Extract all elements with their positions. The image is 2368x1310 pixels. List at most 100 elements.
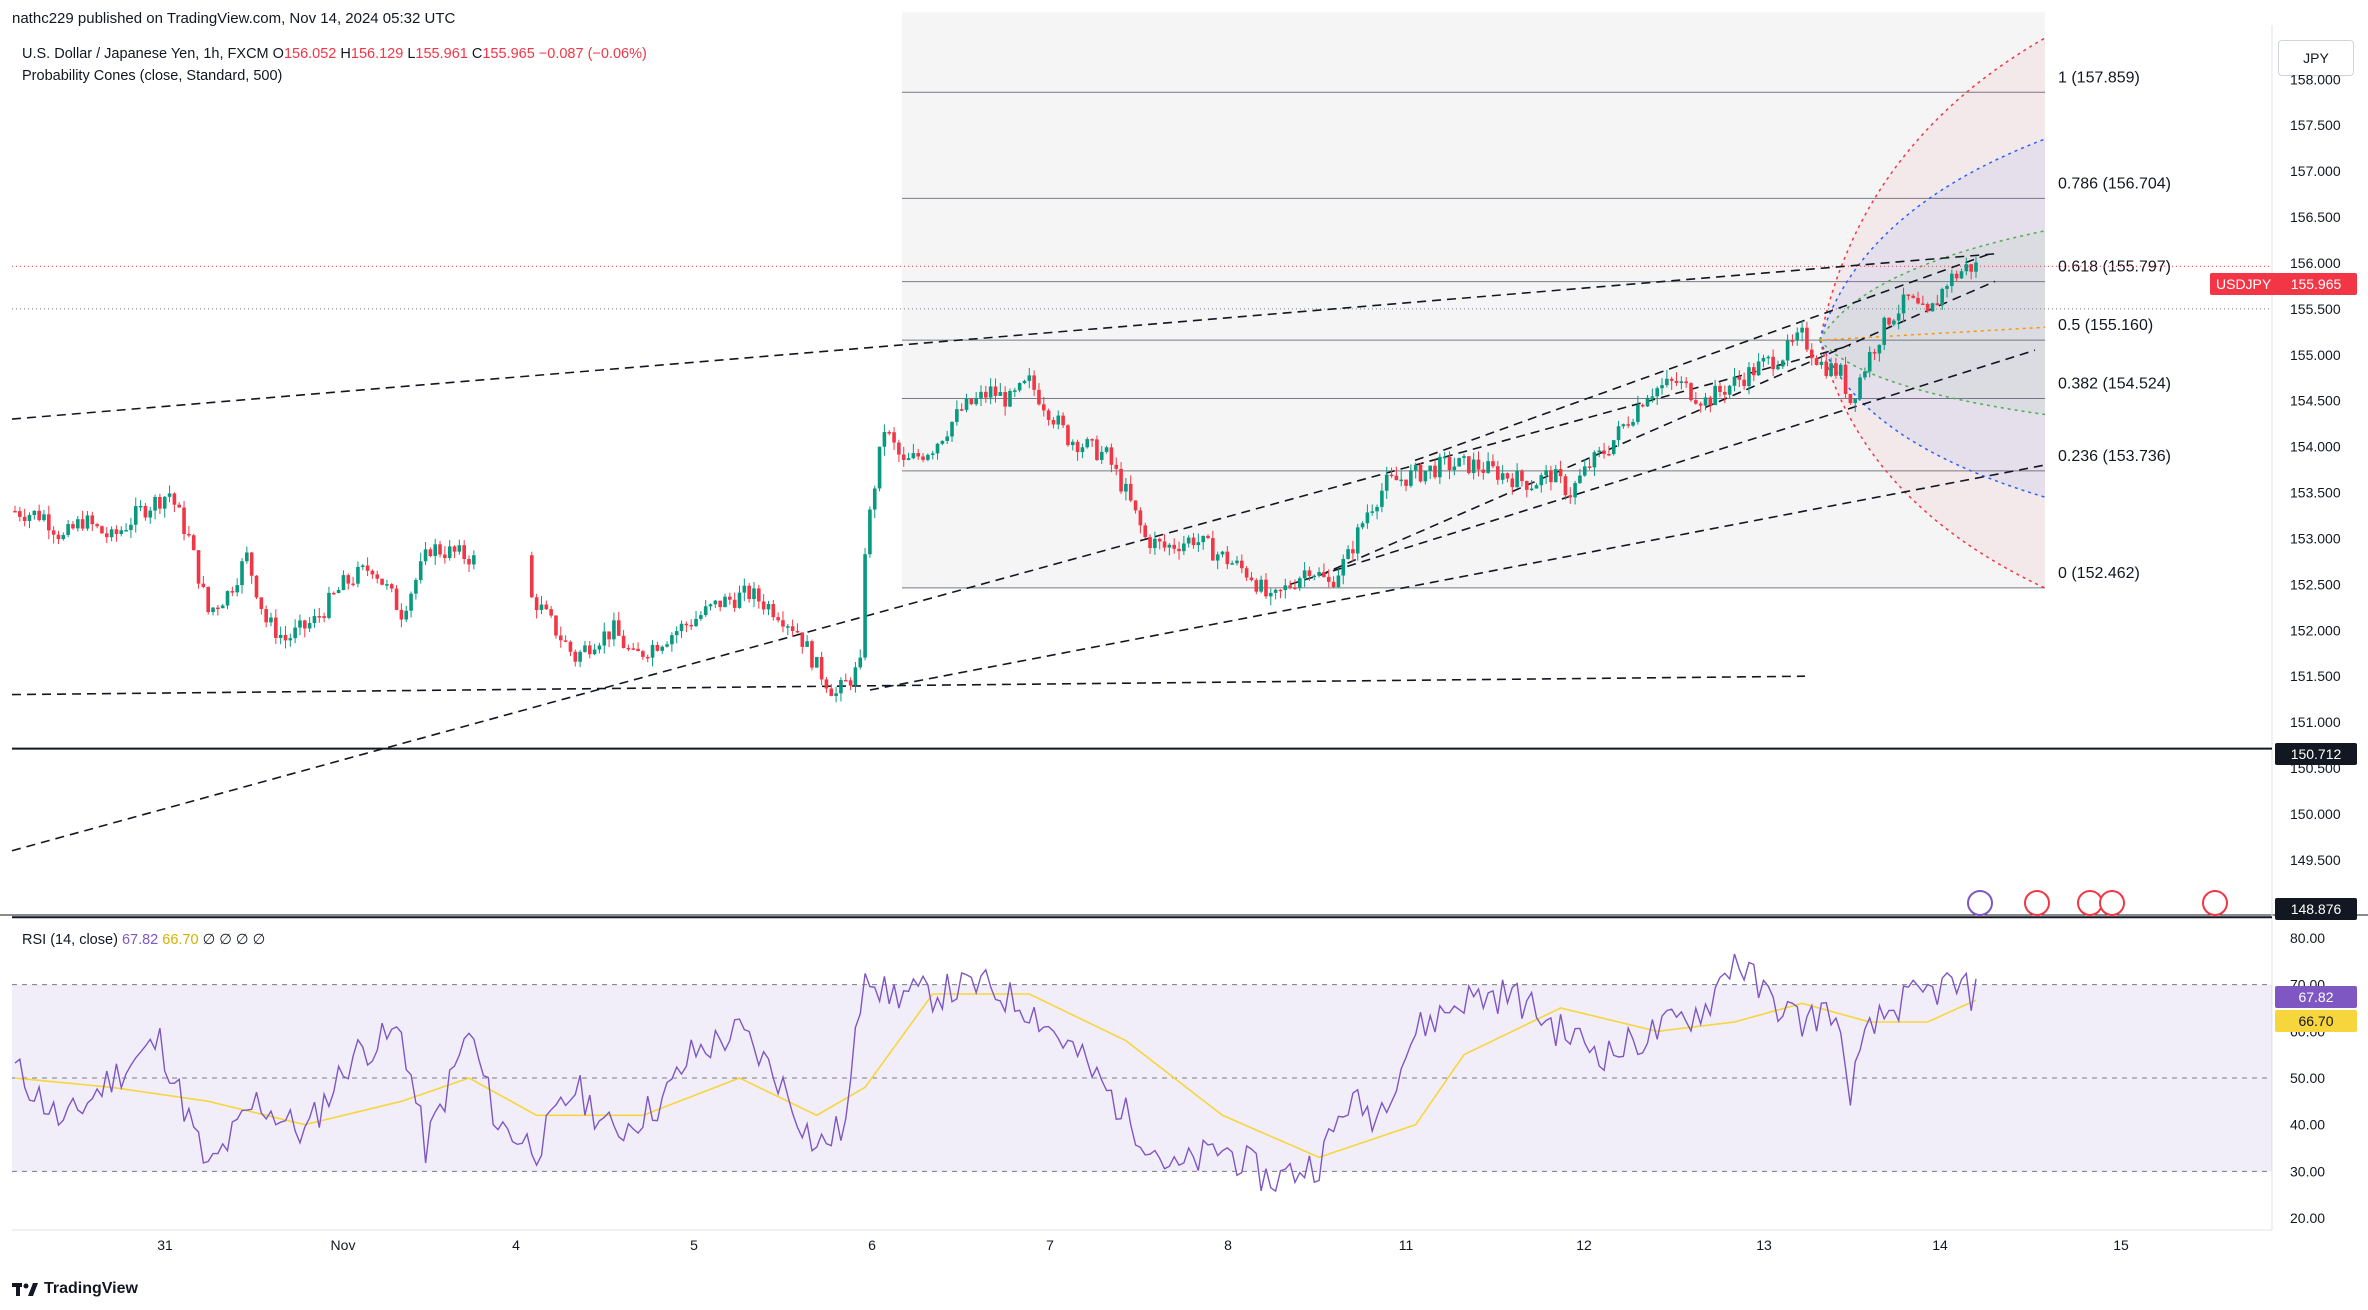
candle-body <box>1872 352 1877 354</box>
candle-body <box>1621 424 1626 427</box>
probability-cone-lower <box>1819 339 2046 416</box>
candle-body <box>1539 475 1544 486</box>
rsi-tick-label: 50.00 <box>2290 1070 2325 1086</box>
candle-body <box>414 579 418 594</box>
price-tick-label: 152.500 <box>2290 576 2341 592</box>
candle-body <box>404 610 409 620</box>
candle-body <box>950 421 954 437</box>
candle-body <box>447 546 452 558</box>
candle-body <box>312 616 317 624</box>
candle-body <box>1578 475 1582 484</box>
candle-body <box>1824 361 1829 376</box>
candle-body <box>563 640 568 642</box>
candle-body <box>814 656 819 668</box>
price-tick-label: 155.500 <box>2290 301 2341 317</box>
ohlc-open-label: O <box>272 46 284 62</box>
fib-level-label: 0.236 (153.736) <box>2058 448 2171 465</box>
candle-body <box>418 561 423 580</box>
candle-body <box>409 593 413 611</box>
candle-body <box>1452 466 1457 471</box>
us-flag-event-icon <box>2077 890 2103 916</box>
candle-body <box>235 585 239 593</box>
candle-body <box>443 554 447 558</box>
candle-body <box>781 620 785 627</box>
currency-button[interactable]: JPY <box>2278 40 2354 76</box>
symbol-tag: USDJPY <box>2210 273 2278 295</box>
candle-body <box>1191 537 1196 546</box>
candle-body <box>341 575 346 590</box>
candle-body <box>1655 388 1659 397</box>
candle-body <box>776 617 780 621</box>
candle-body <box>1041 404 1046 411</box>
candle-body <box>534 597 539 611</box>
price-tick-label: 155.000 <box>2290 347 2341 363</box>
level-tag-148876: 148.876 <box>2275 898 2357 920</box>
candle-body <box>1196 542 1201 546</box>
candle-body <box>1471 459 1476 474</box>
candle-body <box>385 584 389 586</box>
rsi-tick-label: 40.00 <box>2290 1117 2325 1133</box>
candle-body <box>452 546 457 552</box>
candle-body <box>1723 391 1727 395</box>
candle-body <box>1520 470 1524 482</box>
event-icon <box>2099 890 2125 916</box>
price-tick-label: 153.000 <box>2290 530 2341 546</box>
candle-body <box>433 544 438 557</box>
candle-body <box>56 534 61 540</box>
candle-body <box>1394 475 1399 481</box>
time-tick-label: 11 <box>1399 1237 1414 1253</box>
candle-body <box>365 565 370 571</box>
trend-line <box>1414 253 1991 462</box>
footer-brand: TradingView <box>12 1280 138 1298</box>
candle-body <box>916 453 921 457</box>
candle-body <box>1916 297 1920 304</box>
candle-body <box>737 592 742 608</box>
candle-body <box>998 391 1003 396</box>
candle-body <box>684 623 689 626</box>
candle-body <box>1906 294 1911 296</box>
candle-body <box>162 496 167 509</box>
candle-body <box>1515 470 1519 488</box>
candle-body <box>1925 304 1930 312</box>
candle-body <box>689 624 693 627</box>
candle-body <box>1959 271 1964 279</box>
candle-body <box>1809 349 1814 359</box>
candle-body <box>1549 470 1553 483</box>
candle-body <box>612 620 616 640</box>
rsi-ma-value: 66.70 <box>162 932 199 948</box>
candle-body <box>240 561 244 586</box>
candle-body <box>805 641 809 647</box>
candle-body <box>1148 537 1152 549</box>
candle-body <box>1462 456 1466 458</box>
candle-body <box>1075 441 1080 453</box>
candle-body <box>1206 535 1210 539</box>
candle-body <box>1843 364 1848 394</box>
candle-body <box>1066 425 1070 446</box>
candle-body <box>13 510 17 513</box>
candle-body <box>1157 538 1162 542</box>
candle-body <box>1558 469 1563 477</box>
candle-body <box>1524 481 1529 490</box>
candle-body <box>1626 424 1631 426</box>
fib-level-label: 0.618 (155.797) <box>2058 259 2171 276</box>
candle-body <box>1505 473 1510 479</box>
candle-body <box>728 596 732 600</box>
candle-body <box>462 545 466 560</box>
candle-body <box>911 453 916 459</box>
candle-body <box>839 680 843 694</box>
candle-body <box>1008 390 1012 407</box>
candle-body <box>1109 447 1114 465</box>
candle-body <box>394 588 399 610</box>
candle-body <box>1240 560 1244 569</box>
candle-body <box>1896 313 1901 321</box>
fib-level-label: 0.382 (154.524) <box>2058 376 2171 393</box>
price-tick-label: 154.000 <box>2290 439 2341 455</box>
candle-body <box>1119 468 1123 492</box>
us-flag-event-icon <box>2202 890 2228 916</box>
candle-body <box>708 604 713 607</box>
candle-body <box>1785 340 1790 361</box>
ohlc-high-label: H <box>340 46 351 62</box>
candle-body <box>1297 578 1302 588</box>
candle-body <box>1225 551 1230 565</box>
